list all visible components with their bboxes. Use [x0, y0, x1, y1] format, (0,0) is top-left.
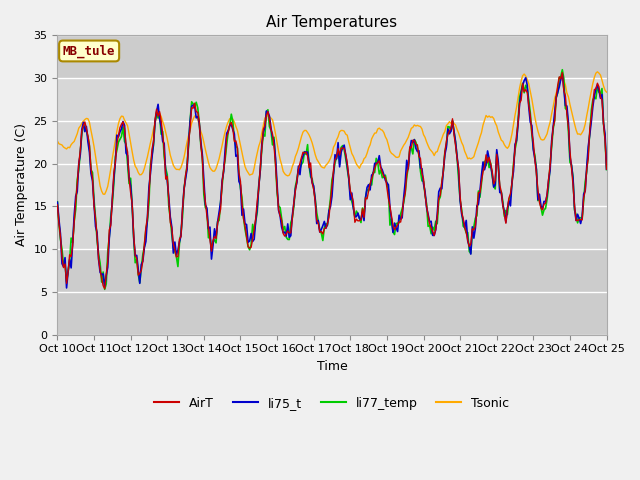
li77_temp [386, 222, 394, 228]
AirT [398, 211, 406, 216]
AirT [368, 176, 376, 181]
li75_t [368, 172, 376, 178]
li77_temp [398, 206, 406, 212]
li75_t [386, 205, 394, 211]
li75_t [559, 71, 566, 77]
Tsonic [398, 145, 406, 151]
li77_temp [54, 199, 61, 204]
Tsonic [157, 114, 165, 120]
Legend: AirT, li75_t, li77_temp, Tsonic: AirT, li75_t, li77_temp, Tsonic [149, 392, 515, 415]
AirT [603, 166, 611, 172]
li77_temp [157, 132, 165, 137]
li77_temp [69, 240, 77, 246]
AirT [157, 118, 165, 123]
li75_t [537, 203, 545, 209]
li77_temp [101, 287, 109, 292]
li75_t [603, 167, 611, 172]
Tsonic [593, 69, 601, 75]
Bar [58, 78, 607, 249]
li77_temp [559, 67, 566, 72]
li75_t [63, 285, 70, 291]
li77_temp [368, 182, 376, 188]
li75_t [157, 123, 165, 129]
Tsonic [386, 148, 394, 154]
Tsonic [54, 138, 61, 144]
AirT [101, 286, 109, 291]
Tsonic [101, 192, 109, 197]
Line: li77_temp: li77_temp [58, 70, 607, 289]
AirT [54, 202, 61, 208]
Title: Air Temperatures: Air Temperatures [266, 15, 397, 30]
Tsonic [69, 140, 77, 146]
Line: Tsonic: Tsonic [58, 72, 607, 194]
li77_temp [603, 167, 611, 172]
li75_t [398, 215, 406, 221]
AirT [559, 70, 566, 75]
AirT [386, 204, 394, 209]
Line: li75_t: li75_t [58, 74, 607, 288]
li75_t [54, 199, 61, 205]
AirT [537, 205, 545, 211]
li75_t [70, 213, 78, 218]
Tsonic [368, 136, 376, 142]
Line: AirT: AirT [58, 72, 607, 288]
li77_temp [537, 204, 545, 210]
AirT [69, 243, 77, 249]
Tsonic [603, 89, 611, 95]
X-axis label: Time: Time [317, 360, 348, 373]
Y-axis label: Air Temperature (C): Air Temperature (C) [15, 123, 28, 246]
Text: MB_tule: MB_tule [63, 44, 115, 58]
Tsonic [537, 136, 545, 142]
